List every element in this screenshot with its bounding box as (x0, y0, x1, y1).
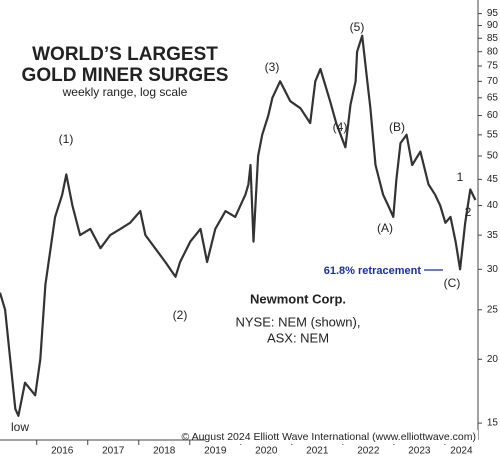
wave-label: (B) (389, 120, 405, 134)
y-tick-label: 35 (487, 230, 499, 241)
y-tick-label: 80 (487, 46, 499, 57)
x-tick-label: 2023 (408, 446, 431, 457)
y-tick-label: 30 (487, 264, 499, 275)
wave-label: (5) (350, 20, 365, 34)
price-line (0, 34, 477, 417)
x-tick-label: 2017 (102, 446, 125, 457)
copyright-background (205, 430, 478, 444)
y-tick-label: 45 (487, 174, 499, 185)
copyright: © August 2024 Elliott Wave International… (182, 431, 476, 443)
ticker: ASX: NEM (267, 330, 329, 345)
ticker: NYSE: NEM (shown), (236, 314, 361, 329)
x-tick-label: 2018 (153, 446, 176, 457)
wave-label: (4) (333, 120, 348, 134)
y-tick-label: 55 (487, 129, 499, 140)
chart-subtitle: weekly range, log scale (62, 85, 188, 99)
x-tick-label: 2021 (306, 446, 329, 457)
wave-label: (2) (173, 308, 188, 322)
y-tick-label: 65 (487, 92, 499, 103)
y-tick-label: 95 (487, 8, 499, 19)
wave-label: (C) (444, 276, 461, 290)
y-tick-label: 75 (487, 61, 499, 72)
x-tick-label: 2019 (204, 446, 227, 457)
wave-label: (A) (377, 221, 393, 235)
wave-label: (3) (265, 60, 280, 74)
retracement-label: 61.8% retracement (324, 265, 422, 277)
y-tick-label: 40 (487, 200, 499, 211)
y-tick-label: 20 (487, 354, 499, 365)
x-tick-label: 2020 (255, 446, 278, 457)
chart-title: WORLD’S LARGEST (32, 44, 218, 65)
wave-label: 2 (465, 205, 472, 219)
low-label: low (11, 420, 29, 434)
wave-label: 1 (457, 170, 464, 184)
y-tick-label: 70 (487, 76, 499, 87)
x-tick-label: 2024 (450, 446, 473, 457)
y-tick-label: 60 (487, 110, 499, 121)
x-tick-label: 2016 (51, 446, 74, 457)
y-tick-label: 15 (487, 418, 499, 429)
y-tick-label: 25 (487, 304, 499, 315)
y-tick-label: 90 (487, 20, 499, 31)
wave-label: (1) (59, 132, 74, 146)
x-tick-label: 2022 (357, 446, 380, 457)
chart-title: GOLD MINER SURGES (22, 65, 229, 86)
company-name: Newmont Corp. (250, 291, 346, 306)
y-tick-label: 50 (487, 151, 499, 162)
y-tick-label: 85 (487, 33, 499, 44)
